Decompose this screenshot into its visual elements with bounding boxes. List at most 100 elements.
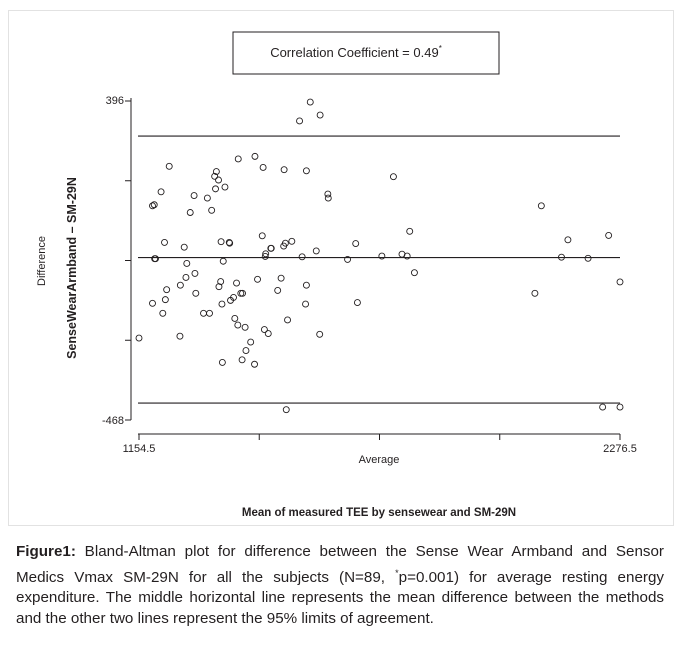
figure-caption: Figure1: Bland-Altman plot for differenc… <box>16 542 664 629</box>
data-point <box>247 338 255 346</box>
data-point <box>163 286 171 294</box>
data-points <box>135 98 624 414</box>
data-point <box>217 278 225 285</box>
caption-label: Figure1: <box>16 543 76 560</box>
data-point <box>296 117 303 125</box>
data-point <box>238 356 246 364</box>
data-point <box>302 167 310 175</box>
data-point <box>274 286 282 294</box>
data-point <box>233 279 240 287</box>
data-point <box>191 269 199 277</box>
data-point <box>239 289 246 297</box>
data-point <box>254 275 261 283</box>
data-point <box>558 253 565 261</box>
data-point <box>183 260 191 267</box>
data-point <box>406 227 414 235</box>
data-point <box>389 173 397 181</box>
data-point <box>217 238 225 246</box>
data-point <box>353 299 361 307</box>
data-point <box>316 111 324 119</box>
correlation-annotation-box <box>232 31 500 75</box>
y-axis-series-label: SenseWearArmband – SM-29N <box>65 177 79 359</box>
data-point <box>182 274 190 281</box>
data-point <box>180 243 188 251</box>
data-point <box>221 183 229 191</box>
data-point <box>190 192 198 199</box>
data-point <box>218 358 226 366</box>
data-point <box>200 309 207 317</box>
y-tick-label-bottom: -468 <box>102 415 124 427</box>
data-point <box>234 155 242 163</box>
data-point <box>280 166 288 174</box>
data-point <box>306 98 314 106</box>
data-point <box>165 162 173 170</box>
x-axis-label: Average <box>359 454 400 466</box>
caption-text-2: p=0.001) for average resting energy expe… <box>16 568 664 627</box>
data-point <box>264 330 272 338</box>
x-tick-label-right: 2276.5 <box>603 443 637 455</box>
data-point <box>605 231 613 239</box>
data-point <box>176 332 184 340</box>
data-point <box>378 252 386 260</box>
figure-frame: Correlation Coefficient = 0.49* 396 -468… <box>8 10 674 526</box>
reference-lines <box>138 135 620 404</box>
data-point <box>302 281 310 289</box>
data-point <box>150 201 158 209</box>
data-point <box>161 296 169 304</box>
data-point <box>149 202 156 210</box>
data-point <box>212 168 220 175</box>
data-point <box>203 194 211 202</box>
data-point <box>616 403 624 411</box>
data-point <box>302 300 309 308</box>
data-point <box>159 309 167 317</box>
data-point <box>176 281 184 289</box>
data-point <box>219 257 227 265</box>
data-point <box>259 164 267 171</box>
data-point <box>152 255 159 263</box>
chart-title: Mean of measured TEE by sensewear and SM… <box>242 507 516 519</box>
data-point <box>231 315 239 322</box>
data-point <box>258 232 266 240</box>
data-point <box>324 194 332 202</box>
data-point <box>161 238 168 246</box>
caption-text: Bland-Altman plot for difference between… <box>16 543 664 586</box>
data-point <box>531 289 539 297</box>
bland-altman-plot: Correlation Coefficient = 0.49* 396 -468… <box>36 31 637 519</box>
data-point <box>352 240 360 247</box>
data-point <box>208 206 216 214</box>
data-point <box>261 252 269 260</box>
data-point <box>316 330 324 338</box>
data-point <box>251 152 259 160</box>
caption-sup: * <box>395 567 399 578</box>
data-point <box>267 244 275 252</box>
data-point <box>599 403 607 411</box>
data-point <box>282 406 290 414</box>
data-point <box>584 254 592 262</box>
y-axis-label: Difference <box>36 236 48 286</box>
data-point <box>616 278 624 286</box>
data-point <box>206 309 213 317</box>
data-point <box>260 326 268 333</box>
correlation-annotation: Correlation Coefficient = 0.49* <box>270 44 442 60</box>
data-point <box>135 334 143 342</box>
data-point <box>157 188 165 196</box>
data-point <box>281 239 289 247</box>
data-point <box>410 269 418 277</box>
data-point <box>277 274 285 282</box>
data-point <box>284 316 291 324</box>
data-point <box>564 236 572 244</box>
data-point <box>262 250 270 258</box>
data-point <box>186 209 194 216</box>
data-point <box>192 289 200 297</box>
data-point <box>242 347 250 355</box>
data-point <box>215 176 222 184</box>
data-point <box>298 253 306 261</box>
data-point <box>403 252 411 260</box>
data-point <box>237 289 245 297</box>
data-point <box>230 293 237 301</box>
data-point <box>218 300 226 308</box>
data-point <box>288 237 296 245</box>
data-point <box>149 299 156 307</box>
y-tick-label-top: 396 <box>106 95 124 107</box>
data-point <box>324 190 332 198</box>
